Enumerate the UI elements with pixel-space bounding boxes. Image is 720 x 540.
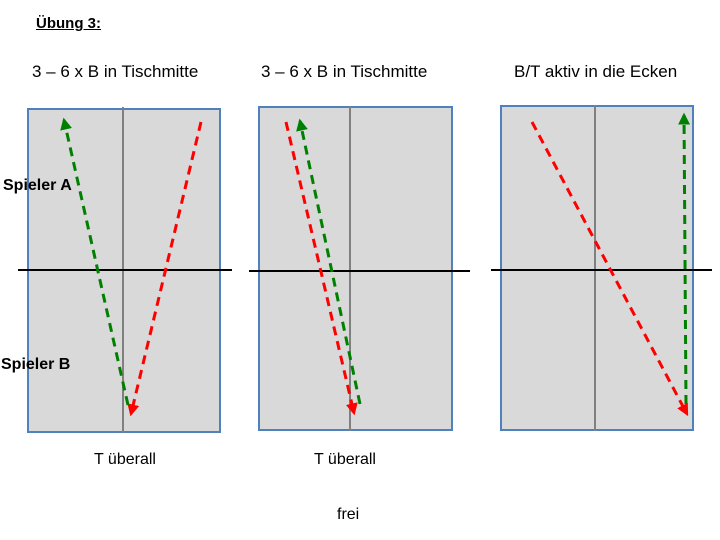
table-2-green-arrow <box>296 118 362 405</box>
table-3-red-arrow <box>530 121 689 417</box>
column-2-title: 3 – 6 x B in Tischmitte <box>261 62 428 81</box>
player-a-label: Spieler A <box>3 177 72 194</box>
exercise-title: Übung 3: <box>36 15 101 32</box>
column-2-caption: T überall <box>314 451 376 468</box>
table-3-surface <box>500 105 694 431</box>
table-1-green-arrow <box>60 117 130 406</box>
table-3-green-arrow <box>678 112 691 405</box>
table-2-surface <box>258 106 453 431</box>
table-3 <box>491 105 712 431</box>
table-1 <box>18 107 232 433</box>
player-b-label: Spieler B <box>1 356 71 373</box>
table-2 <box>249 106 470 431</box>
column-1-title: 3 – 6 x B in Tischmitte <box>32 62 199 81</box>
table-2-red-arrow <box>284 121 358 416</box>
column-3-title: B/T aktiv in die Ecken <box>514 62 678 81</box>
table-1-red-arrow <box>127 121 203 417</box>
column-1-caption: T überall <box>94 451 156 468</box>
footer-text: frei <box>337 506 360 523</box>
